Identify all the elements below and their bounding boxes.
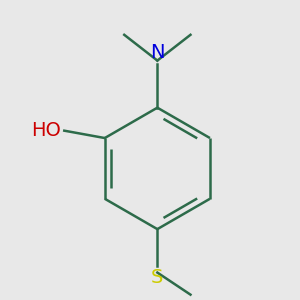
Text: HO: HO — [31, 121, 61, 140]
Text: N: N — [150, 43, 165, 62]
Text: S: S — [151, 268, 164, 287]
